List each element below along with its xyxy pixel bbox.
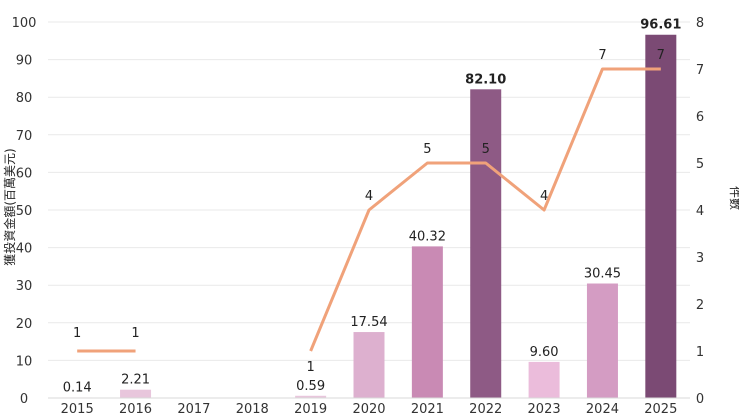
line-value-label: 4 bbox=[365, 189, 373, 204]
right-y-tick-label: 1 bbox=[696, 345, 704, 360]
left-axis-title: 獲投資金額(百萬美元) bbox=[2, 148, 17, 265]
line-value-label: 1 bbox=[131, 326, 139, 341]
right-y-tick-label: 5 bbox=[696, 157, 704, 172]
right-y-tick-label: 8 bbox=[696, 16, 704, 31]
right-y-tick-label: 4 bbox=[696, 204, 704, 219]
count-line bbox=[309, 67, 661, 352]
bar-value-label: 0.59 bbox=[296, 379, 325, 394]
right-axis-title: 件數 bbox=[728, 186, 739, 210]
bar-value-label: 17.54 bbox=[350, 315, 387, 330]
left-y-axis: 0 10 20 30 40 50 60 70 80 90 100 bbox=[12, 16, 37, 407]
right-y-axis: 0 1 2 3 4 5 6 7 8 bbox=[696, 16, 704, 407]
line-value-label: 5 bbox=[423, 142, 431, 157]
left-y-tick-label: 80 bbox=[16, 91, 33, 106]
bar-value-label: 30.45 bbox=[584, 267, 621, 282]
x-tick-label: 2018 bbox=[236, 402, 269, 415]
x-tick-label: 2024 bbox=[586, 402, 619, 415]
bar-value-label: 0.14 bbox=[63, 380, 92, 395]
x-tick-label: 2023 bbox=[528, 402, 561, 415]
x-tick-label: 2016 bbox=[119, 402, 152, 415]
right-y-tick-label: 2 bbox=[696, 298, 704, 313]
right-y-tick-label: 3 bbox=[696, 251, 704, 266]
bar bbox=[411, 246, 443, 398]
bar-value-label: 82.10 bbox=[465, 72, 506, 87]
line-value-label: 7 bbox=[657, 48, 665, 63]
line-value-label: 1 bbox=[73, 326, 81, 341]
right-y-tick-label: 7 bbox=[696, 63, 704, 78]
bar-value-label: 96.61 bbox=[640, 18, 681, 33]
left-y-tick-label: 20 bbox=[16, 317, 33, 332]
data-labels: 0.14 2.21 0.59 17.54 40.32 82.10 9.60 30.45 96.6… bbox=[63, 18, 682, 396]
bar bbox=[353, 332, 385, 398]
left-y-tick-label: 50 bbox=[16, 204, 33, 219]
line-series bbox=[77, 67, 661, 353]
line-value-label: 4 bbox=[540, 189, 548, 204]
bar-series bbox=[61, 34, 677, 399]
x-tick-label: 2020 bbox=[352, 402, 385, 415]
x-tick-label: 2021 bbox=[411, 402, 444, 415]
left-y-tick-label: 10 bbox=[16, 354, 33, 369]
left-y-tick-label: 60 bbox=[16, 166, 33, 181]
bar bbox=[645, 34, 677, 398]
left-y-tick-label: 30 bbox=[16, 279, 33, 294]
right-y-tick-label: 0 bbox=[696, 392, 704, 407]
left-y-tick-label: 0 bbox=[20, 392, 28, 407]
x-tick-label: 2022 bbox=[469, 402, 502, 415]
left-y-tick-label: 70 bbox=[16, 129, 33, 144]
x-tick-label: 2015 bbox=[61, 402, 94, 415]
bar-value-label: 2.21 bbox=[121, 373, 150, 388]
bar bbox=[470, 89, 502, 398]
right-y-tick-label: 6 bbox=[696, 110, 704, 125]
x-tick-label: 2025 bbox=[644, 402, 677, 415]
line-value-label: 1 bbox=[306, 360, 314, 375]
left-y-tick-label: 100 bbox=[12, 16, 37, 31]
bar bbox=[120, 389, 152, 398]
bar bbox=[528, 361, 560, 398]
left-y-tick-label: 40 bbox=[16, 242, 33, 257]
x-axis: 2015 2016 2017 2018 2019 2020 2021 2022 2023 2024… bbox=[48, 397, 690, 415]
bar-value-label: 9.60 bbox=[530, 345, 559, 360]
x-tick-label: 2019 bbox=[294, 402, 327, 415]
bar bbox=[586, 283, 618, 398]
x-tick-label: 2017 bbox=[177, 402, 210, 415]
left-y-tick-label: 90 bbox=[16, 54, 33, 69]
bar bbox=[295, 395, 327, 398]
line-value-label: 7 bbox=[598, 48, 606, 63]
line-value-label: 5 bbox=[482, 142, 490, 157]
bar-value-label: 40.32 bbox=[409, 229, 446, 244]
